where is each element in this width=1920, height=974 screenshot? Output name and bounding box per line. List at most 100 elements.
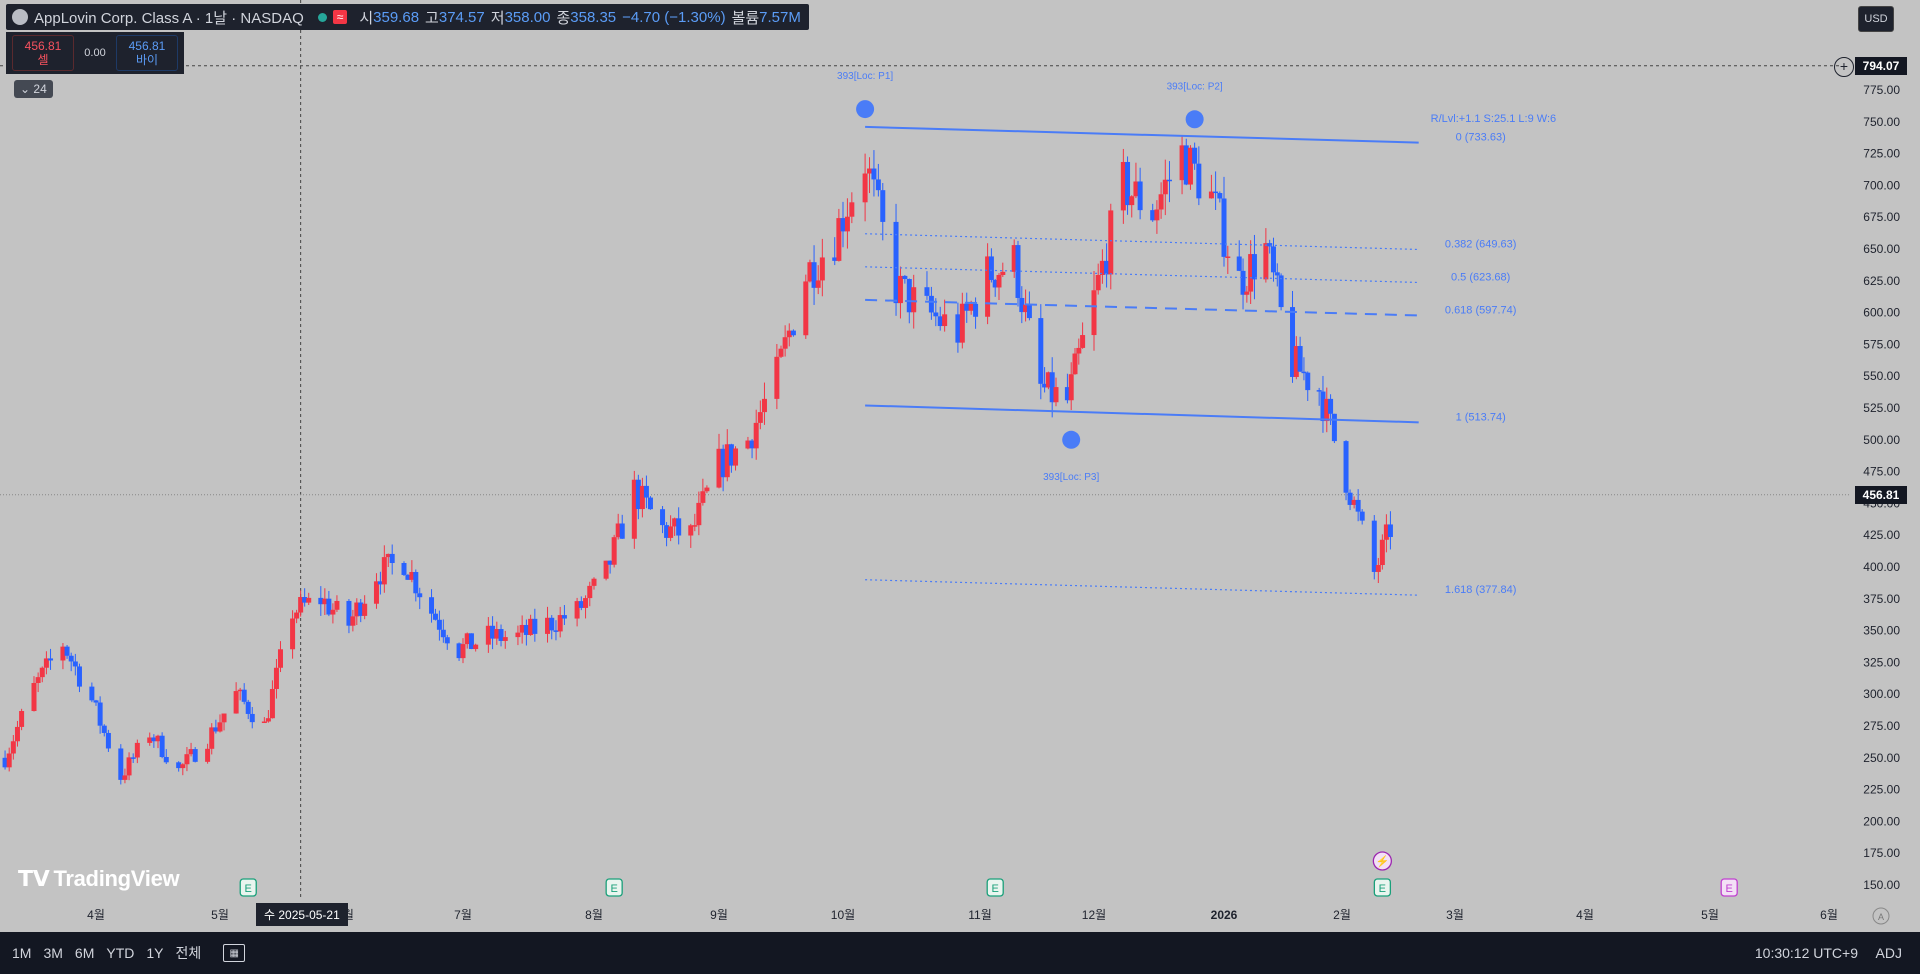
candle-body [1053, 387, 1059, 403]
wave-badge[interactable]: ≈ [332, 10, 348, 24]
candle-body [440, 629, 446, 638]
candle-body [607, 560, 613, 565]
range-all[interactable]: 전체 [175, 945, 202, 961]
candle-body [774, 356, 780, 399]
candle-body [561, 615, 567, 619]
x-tick-label: 3월 [1446, 908, 1464, 922]
candle-body [334, 600, 340, 610]
candle-body [902, 275, 908, 280]
x-tick-label: 6월 [1820, 908, 1838, 922]
low-value: 358.00 [504, 8, 551, 26]
candle-body [1049, 372, 1055, 403]
candle-body [429, 597, 435, 614]
range-1m[interactable]: 1M [12, 945, 32, 961]
candle-body [557, 615, 563, 632]
y-tick-label: 425.00 [1863, 528, 1900, 542]
clock[interactable]: 10:30:12 UTC+9 [1754, 945, 1858, 961]
candle-body [163, 757, 169, 763]
candle-body [897, 275, 903, 304]
candle-body [1351, 499, 1357, 505]
candle-body [269, 688, 275, 719]
candle-body [101, 725, 107, 733]
candle-body [93, 700, 99, 703]
indicators-toggle[interactable]: ⌄ 24 [14, 80, 53, 98]
candle-body [159, 735, 165, 758]
candle-body [720, 448, 726, 478]
candle-body [1095, 274, 1101, 291]
candle-body [48, 658, 54, 661]
crosshair-price-tag: 794.07 [1855, 57, 1907, 75]
candle-body [134, 742, 140, 758]
candle-body [60, 646, 66, 661]
range-1y[interactable]: 1Y [146, 945, 164, 961]
candle-body [1162, 179, 1168, 195]
range-3m[interactable]: 3M [43, 945, 63, 961]
candle-body [815, 280, 821, 288]
candle-body [494, 629, 500, 639]
candle-body [490, 625, 496, 639]
symbol-legend: AppLovin Corp. Class A · 1날 · NASDAQ ≈ 시… [6, 4, 809, 30]
candle-body [1000, 271, 1006, 275]
candle-body [1347, 492, 1353, 505]
candle-body [1019, 297, 1025, 313]
candle-body [298, 597, 304, 613]
candle-body [1104, 260, 1110, 275]
candle-body [318, 597, 324, 605]
y-tick-label: 400.00 [1863, 560, 1900, 574]
candle-body [1331, 413, 1337, 442]
candle-body [401, 563, 407, 575]
candle-body [1328, 398, 1334, 414]
range-ytd[interactable]: YTD [106, 945, 135, 961]
candles-group [2, 135, 1393, 785]
candle-body [464, 633, 470, 645]
candle-body [176, 762, 182, 769]
candle-body [631, 479, 637, 539]
candle-body [724, 444, 730, 478]
candle-body [213, 727, 219, 732]
candle-body [1383, 524, 1389, 540]
candle-body [803, 281, 809, 336]
symbol-title[interactable]: AppLovin Corp. Class A · 1날 · NASDAQ [34, 9, 304, 27]
candle-body [241, 689, 247, 702]
date-range-icon[interactable]: ▦ [223, 944, 246, 962]
candle-body [1301, 371, 1307, 374]
currency-selector[interactable]: USD [1858, 6, 1894, 32]
candle-body [97, 702, 103, 726]
candle-body [1217, 193, 1223, 199]
range-6m[interactable]: 6M [74, 945, 95, 961]
x-tick-label: 7월 [454, 908, 472, 922]
candle-body [692, 525, 698, 527]
candle-body [1290, 307, 1296, 377]
y-tick-label: 475.00 [1863, 465, 1900, 479]
y-tick-label: 625.00 [1863, 274, 1900, 288]
candle-body [1248, 254, 1254, 292]
close-label: 종 [556, 9, 571, 27]
candle-body [413, 572, 419, 594]
candle-body [354, 602, 360, 617]
candle-body [942, 314, 948, 327]
y-tick-label: 275.00 [1863, 719, 1900, 733]
candle-body [436, 619, 442, 630]
sell-button[interactable]: 456.81 셀 [12, 35, 74, 71]
candle-body [1343, 441, 1349, 493]
sell-label: 셀 [37, 53, 49, 67]
candle-body [1244, 291, 1250, 295]
candle-body [209, 727, 215, 749]
candle-body [221, 713, 227, 723]
candle-body [862, 173, 868, 203]
candle-body [105, 732, 111, 749]
candle-body [992, 279, 998, 288]
candle-body [277, 649, 283, 668]
candle-body [928, 295, 934, 313]
candle-body [933, 312, 939, 317]
candle-body [1158, 194, 1164, 210]
candle-body [749, 440, 755, 449]
candle-body [1225, 256, 1231, 259]
buy-button[interactable]: 456.81 바이 [115, 35, 178, 71]
add-alert-icon[interactable]: + [1834, 57, 1854, 77]
candle-body [322, 598, 328, 605]
y-tick-label: 700.00 [1863, 178, 1900, 192]
candle-body [1076, 347, 1082, 354]
adj-toggle[interactable]: ADJ [1875, 945, 1902, 961]
